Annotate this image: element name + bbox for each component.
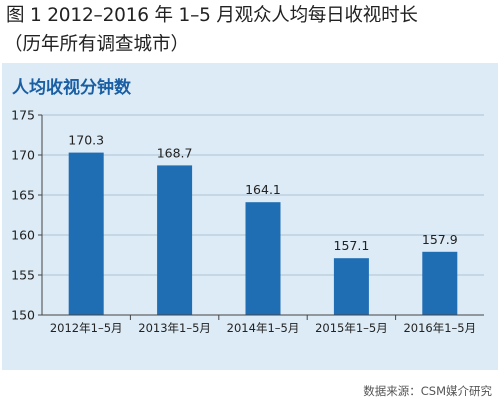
y-tick-label: 170	[11, 148, 35, 163]
x-category-label: 2016年1–5月	[403, 321, 476, 335]
x-category-label: 2012年1–5月	[50, 321, 123, 335]
axes	[38, 114, 484, 320]
y-tick-label: 160	[11, 228, 35, 243]
bar-3	[245, 202, 281, 315]
y-tick-label: 155	[11, 268, 35, 283]
labels: 150 155 160 165 170 175 170.3 2012年1–5月 168.7 201…	[11, 108, 476, 336]
bar-4	[333, 258, 369, 315]
x-category-label: 2013年1–5月	[138, 321, 211, 335]
y-tick-label: 165	[11, 188, 35, 203]
bar-value-label: 157.1	[334, 238, 370, 253]
bar-5	[422, 251, 458, 315]
y-tick-label: 150	[11, 308, 35, 323]
bar-value-label: 164.1	[245, 182, 281, 197]
figure-subtitle: （历年所有调查城市）	[4, 34, 190, 55]
chart-title: 人均收视分钟数	[12, 78, 131, 98]
bar-value-label: 168.7	[157, 145, 193, 160]
bar-value-label: 170.3	[68, 133, 104, 148]
bar-value-label: 157.9	[422, 232, 458, 247]
bars	[68, 152, 458, 315]
data-source-note: 数据来源：CSM媒介研究	[363, 384, 492, 398]
x-category-label: 2014年1–5月	[227, 321, 300, 335]
bar-2	[157, 165, 193, 315]
x-category-label: 2015年1–5月	[315, 321, 388, 335]
y-tick-label: 175	[11, 108, 35, 123]
bar-1	[68, 152, 104, 315]
figure-title: 图 1 2012–2016 年 1–5 月观众人均每日收视时长	[6, 5, 418, 26]
